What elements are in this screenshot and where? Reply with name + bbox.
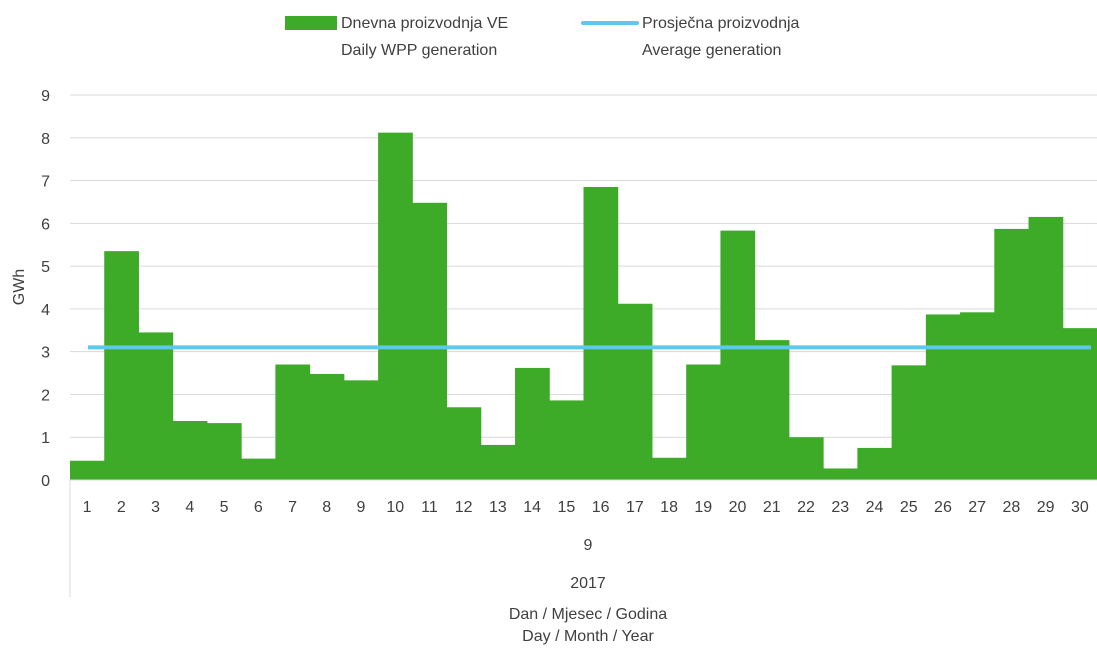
x-tick-label: 2 bbox=[117, 499, 126, 516]
x-tick-label: 8 bbox=[322, 499, 331, 516]
bar bbox=[309, 373, 345, 480]
legend-label-average-generation-line1: Prosječna proizvodnja bbox=[642, 15, 800, 32]
bar bbox=[480, 444, 516, 480]
y-tick-label: 5 bbox=[41, 259, 50, 276]
x-tick-label: 12 bbox=[455, 499, 473, 516]
x-tick-label: 26 bbox=[934, 499, 952, 516]
bar bbox=[70, 460, 105, 480]
x-tick-label: 14 bbox=[523, 499, 541, 516]
x-tick-label: 28 bbox=[1003, 499, 1021, 516]
bar bbox=[275, 364, 311, 480]
x-tick-label: 18 bbox=[660, 499, 678, 516]
x-tick-label: 5 bbox=[220, 499, 229, 516]
x-tick-label: 23 bbox=[831, 499, 849, 516]
bar bbox=[378, 132, 413, 480]
bar bbox=[138, 332, 174, 480]
bar bbox=[241, 458, 276, 480]
month-label: 9 bbox=[584, 537, 593, 554]
bar bbox=[651, 457, 687, 480]
y-tick-label: 6 bbox=[41, 216, 50, 233]
x-axis-title-line1: Dan / Mjesec / Godina bbox=[509, 606, 667, 623]
x-tick-label: 10 bbox=[386, 499, 404, 516]
x-tick-label: 1 bbox=[83, 499, 92, 516]
x-tick-label: 24 bbox=[866, 499, 884, 516]
legend-swatch-daily-generation bbox=[285, 16, 337, 30]
x-tick-label: 11 bbox=[421, 499, 438, 516]
bar bbox=[412, 202, 448, 481]
bar bbox=[515, 367, 550, 480]
x-tick-label: 29 bbox=[1037, 499, 1055, 516]
bars bbox=[70, 132, 1097, 481]
x-tick-label: 27 bbox=[968, 499, 986, 516]
bar bbox=[788, 437, 824, 480]
bar bbox=[549, 400, 584, 480]
bar bbox=[172, 420, 208, 480]
bar bbox=[206, 423, 242, 480]
y-tick-label: 3 bbox=[41, 345, 50, 362]
y-axis-title: GWh bbox=[11, 269, 28, 305]
legend-label-average-generation-line2: Average generation bbox=[642, 42, 781, 59]
y-tick-label: 0 bbox=[41, 473, 50, 490]
bar bbox=[720, 230, 756, 480]
bar bbox=[925, 314, 961, 480]
x-tick-label: 9 bbox=[357, 499, 366, 516]
x-axis-tick-labels: 1 2 3 4 5 6 7 8 9 10 11 12 13 14 15 16 17 18 19 20 21 22 23 24 2… bbox=[83, 499, 1089, 516]
y-axis-ticks: 0 1 2 3 4 5 6 7 8 9 bbox=[41, 88, 50, 490]
legend: Dnevna proizvodnja VE Daily WPP generati… bbox=[285, 15, 800, 59]
bar bbox=[104, 251, 139, 480]
bar bbox=[1062, 328, 1097, 480]
y-tick-label: 1 bbox=[41, 430, 50, 447]
bar bbox=[994, 228, 1030, 480]
x-tick-label: 21 bbox=[763, 499, 781, 516]
y-tick-label: 4 bbox=[41, 302, 50, 319]
x-tick-label: 13 bbox=[489, 499, 507, 516]
x-tick-label: 3 bbox=[151, 499, 160, 516]
bar bbox=[583, 186, 619, 480]
year-label: 2017 bbox=[570, 575, 606, 592]
x-tick-label: 15 bbox=[557, 499, 575, 516]
bar bbox=[960, 312, 995, 480]
legend-label-daily-generation-line2: Daily WPP generation bbox=[341, 42, 497, 59]
legend-item-average-generation: Prosječna proizvodnja Average generation bbox=[581, 15, 800, 59]
x-axis-title-line2: Day / Month / Year bbox=[522, 628, 654, 645]
x-tick-label: 30 bbox=[1071, 499, 1089, 516]
bar bbox=[686, 364, 721, 480]
x-tick-label: 25 bbox=[900, 499, 918, 516]
legend-label-daily-generation-line1: Dnevna proizvodnja VE bbox=[341, 15, 508, 32]
y-tick-label: 9 bbox=[41, 88, 50, 105]
bar bbox=[446, 407, 482, 480]
bar bbox=[891, 365, 927, 480]
y-tick-label: 2 bbox=[41, 387, 50, 404]
bar bbox=[754, 340, 790, 480]
y-tick-label: 7 bbox=[41, 174, 50, 191]
x-tick-label: 17 bbox=[626, 499, 644, 516]
x-tick-label: 22 bbox=[797, 499, 815, 516]
legend-item-daily-generation: Dnevna proizvodnja VE Daily WPP generati… bbox=[285, 15, 508, 59]
bar bbox=[857, 447, 893, 480]
x-tick-label: 19 bbox=[694, 499, 712, 516]
bar bbox=[617, 303, 653, 480]
x-tick-label: 16 bbox=[592, 499, 610, 516]
x-tick-label: 7 bbox=[288, 499, 297, 516]
x-tick-label: 4 bbox=[185, 499, 194, 516]
y-tick-label: 8 bbox=[41, 131, 50, 148]
x-tick-label: 6 bbox=[254, 499, 263, 516]
x-tick-label: 20 bbox=[729, 499, 747, 516]
bar bbox=[823, 468, 858, 480]
bar bbox=[343, 380, 379, 480]
